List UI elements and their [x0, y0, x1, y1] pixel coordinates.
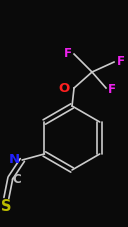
Text: F: F [108, 83, 116, 96]
Text: C: C [12, 173, 21, 186]
Text: O: O [58, 81, 70, 94]
Text: S: S [1, 200, 12, 215]
Text: N: N [9, 153, 20, 166]
Text: F: F [64, 47, 72, 59]
Text: F: F [117, 54, 125, 68]
